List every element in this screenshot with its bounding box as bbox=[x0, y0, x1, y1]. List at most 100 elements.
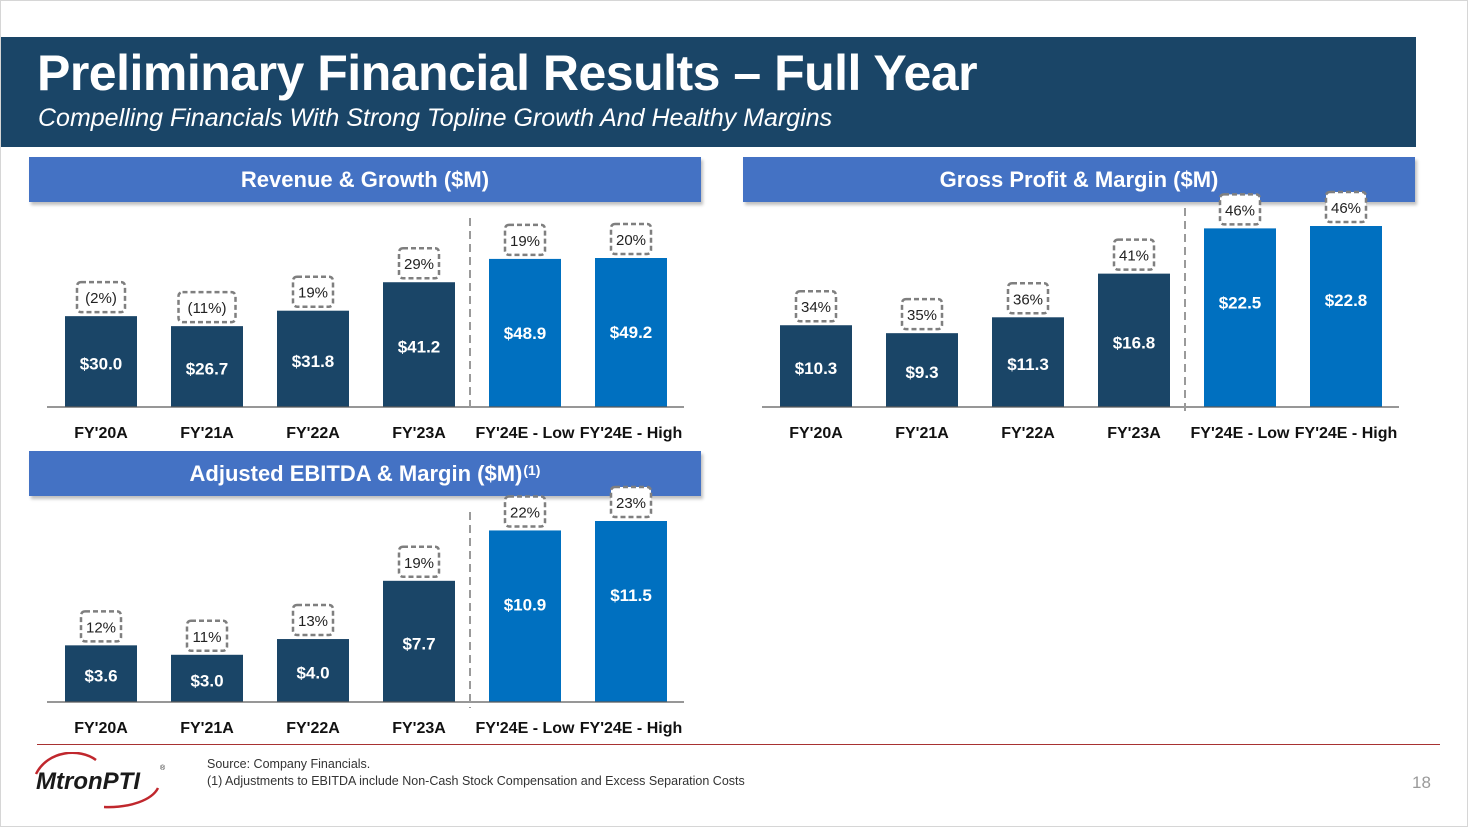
source-text: Source: Company Financials. bbox=[207, 757, 371, 771]
ebitda-category-label: FY'20A bbox=[74, 720, 128, 737]
revenue-annotation-label: (2%) bbox=[85, 290, 117, 307]
ebitda-value-label: $7.7 bbox=[402, 634, 435, 653]
revenue-annotation-label: 19% bbox=[298, 285, 328, 302]
revenue-category-label: FY'24E - High bbox=[580, 425, 682, 442]
gross_profit-category-label: FY'24E - High bbox=[1295, 425, 1397, 442]
revenue-category-label: FY'22A bbox=[286, 425, 340, 442]
gross_profit-value-label: $9.3 bbox=[905, 363, 938, 382]
ebitda-annotation-label: 22% bbox=[510, 504, 540, 521]
gross_profit-annotation-label: 46% bbox=[1331, 200, 1361, 217]
title-band bbox=[1, 37, 1416, 147]
gross_profit-category-label: FY'21A bbox=[895, 425, 949, 442]
gross_profit-plot: $10.3 34% FY'20A $9.3 35% FY'21A $11.3 36% FY'22… bbox=[762, 190, 1399, 442]
revenue-bar bbox=[595, 258, 667, 407]
revenue-annotation-box bbox=[75, 280, 127, 314]
logo-registered-mark: ® bbox=[160, 764, 166, 772]
revenue-annotation-label: 20% bbox=[616, 232, 646, 249]
gross_profit-bar bbox=[1310, 226, 1382, 407]
ebitda-plot: $3.6 12% FY'20A $3.0 11% FY'21A $4.0 13% FY'22A $… bbox=[47, 485, 684, 737]
ebitda-value-label: $11.5 bbox=[610, 586, 652, 605]
revenue-annotation-label: (11%) bbox=[188, 300, 227, 317]
gross_profit-value-label: $16.8 bbox=[1113, 333, 1156, 352]
ebitda-value-label: $10.9 bbox=[504, 595, 547, 614]
ebitda-annotation-box bbox=[79, 610, 123, 643]
gross-profit-panel-header: Gross Profit & Margin ($M) bbox=[743, 157, 1415, 202]
footnote-text: (1) Adjustments to EBITDA include Non-Ca… bbox=[207, 774, 745, 788]
revenue-bar bbox=[171, 326, 243, 407]
gross_profit-category-label: FY'22A bbox=[1001, 425, 1055, 442]
ebitda-bar bbox=[277, 639, 349, 702]
ebitda-value-label: $4.0 bbox=[296, 664, 329, 683]
gross_profit-annotation-box bbox=[1218, 193, 1262, 226]
gross_profit-annotation-label: 35% bbox=[907, 307, 937, 324]
revenue-value-label: $48.9 bbox=[504, 324, 547, 343]
ebitda-annotation-label: 11% bbox=[193, 629, 222, 646]
revenue-category-label: FY'21A bbox=[180, 425, 234, 442]
ebitda-annotation-label: 12% bbox=[86, 619, 116, 636]
revenue-annotation-box bbox=[177, 290, 237, 324]
revenue-category-label: FY'20A bbox=[74, 425, 128, 442]
page-subtitle: Compelling Financials With Strong Toplin… bbox=[38, 104, 833, 132]
gross_profit-annotation-label: 36% bbox=[1013, 291, 1043, 308]
gross_profit-annotation-label: 41% bbox=[1119, 248, 1149, 265]
ebitda-bar bbox=[595, 521, 667, 702]
ebitda-annotation-label: 23% bbox=[616, 495, 646, 512]
revenue-plot: $30.0 (2%) FY'20A $26.7 (11%) FY'21A $31.8 19% F… bbox=[47, 218, 684, 442]
ebitda-category-label: FY'24E - High bbox=[580, 720, 682, 737]
gross_profit-annotation-box bbox=[1112, 238, 1156, 271]
ebitda-panel-header: Adjusted EBITDA & Margin ($M) (1) bbox=[29, 451, 701, 496]
logo-swoosh-top bbox=[34, 752, 97, 775]
gross_profit-value-label: $22.5 bbox=[1219, 293, 1262, 312]
gross_profit-category-label: FY'23A bbox=[1107, 425, 1161, 442]
ebitda-bar bbox=[489, 530, 561, 702]
gross_profit-bar bbox=[886, 333, 958, 407]
gross_profit-bar bbox=[780, 325, 852, 407]
ebitda-category-label: FY'22A bbox=[286, 720, 340, 737]
gross_profit-annotation-box bbox=[1324, 190, 1368, 224]
gross_profit-bar bbox=[992, 317, 1064, 407]
footer-rule bbox=[37, 744, 1440, 745]
page-number: 18 bbox=[1412, 773, 1431, 792]
gross_profit-value-label: $10.3 bbox=[795, 359, 838, 378]
ebitda-annotation-box bbox=[291, 603, 335, 637]
revenue-chart-title: Revenue & Growth ($M) bbox=[240, 166, 490, 192]
revenue-annotation-label: 29% bbox=[404, 256, 434, 273]
ebitda-category-label: FY'21A bbox=[180, 720, 234, 737]
ebitda-annotation-label: 13% bbox=[298, 613, 328, 630]
ebitda-bar bbox=[383, 580, 455, 702]
revenue-value-label: $26.7 bbox=[186, 360, 229, 379]
mtronpti-logo: MtronPTI ® bbox=[34, 752, 166, 809]
ebitda-annotation-label: 19% bbox=[404, 555, 434, 572]
revenue-value-label: $41.2 bbox=[398, 338, 441, 357]
revenue-category-label: FY'23A bbox=[392, 425, 446, 442]
revenue-value-label: $49.2 bbox=[610, 323, 653, 342]
revenue-bar bbox=[489, 258, 561, 407]
gross_profit-category-label: FY'24E - Low bbox=[1191, 425, 1290, 442]
revenue-category-label: FY'24E - Low bbox=[476, 425, 575, 442]
ebitda-footnote-marker: (1) bbox=[523, 461, 541, 478]
revenue-annotation-label: 19% bbox=[510, 233, 540, 250]
gross_profit-value-label: $22.8 bbox=[1325, 291, 1368, 310]
source-notes: Source: Company Financials. (1) Adjustme… bbox=[207, 756, 745, 790]
revenue-value-label: $31.8 bbox=[292, 352, 335, 371]
revenue-bar bbox=[65, 316, 137, 407]
ebitda-bar bbox=[65, 645, 137, 702]
ebitda-annotation-box bbox=[397, 545, 441, 579]
gross_profit-annotation-box bbox=[794, 289, 838, 323]
revenue-annotation-box bbox=[291, 275, 335, 308]
revenue-annotation-box bbox=[397, 246, 441, 280]
ebitda-chart-title: Adjusted EBITDA & Margin ($M) bbox=[189, 460, 523, 486]
ebitda-value-label: $3.6 bbox=[84, 667, 117, 686]
page-title: Preliminary Financial Results – Full Yea… bbox=[37, 45, 978, 101]
ebitda-category-label: FY'23A bbox=[392, 720, 446, 737]
revenue-bar bbox=[383, 282, 455, 407]
gross-profit-chart-title: Gross Profit & Margin ($M) bbox=[939, 166, 1219, 192]
gross_profit-category-label: FY'20A bbox=[789, 425, 843, 442]
ebitda-annotation-box bbox=[503, 495, 547, 528]
logo-swoosh-bottom bbox=[103, 787, 160, 809]
gross_profit-bar bbox=[1098, 273, 1170, 407]
gross_profit-annotation-box bbox=[900, 297, 944, 331]
